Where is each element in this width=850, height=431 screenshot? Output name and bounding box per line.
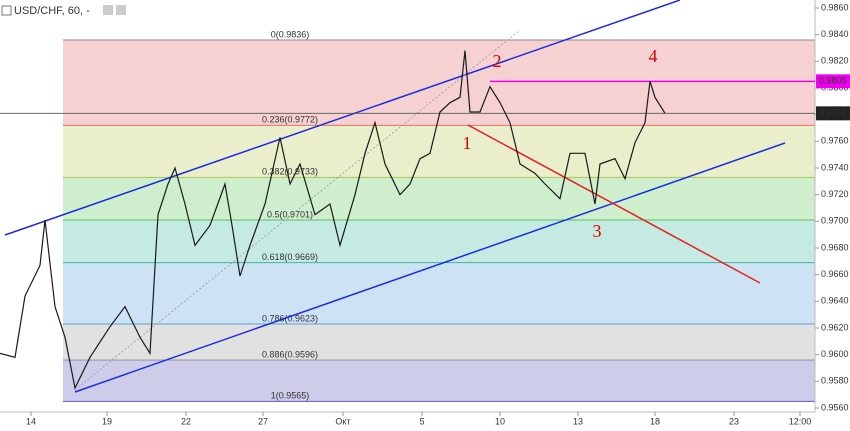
x-tick-label: Окт bbox=[335, 416, 350, 426]
x-tick-label: 12:00 bbox=[789, 416, 812, 426]
y-tick-label: 0.9860 bbox=[821, 2, 849, 12]
x-tick-label: 19 bbox=[102, 416, 112, 426]
x-tick-label: 23 bbox=[729, 416, 739, 426]
y-tick-label: 0.9760 bbox=[821, 136, 849, 146]
y-tick-label: 0.9820 bbox=[821, 56, 849, 66]
last-price-box bbox=[816, 106, 850, 121]
fib-label: 0.5(0.9701) bbox=[267, 209, 313, 219]
fib-label: 0.382(0.9733) bbox=[262, 167, 318, 177]
fib-label: 0.618(0.9669) bbox=[262, 252, 318, 262]
settings-icon[interactable] bbox=[103, 5, 113, 15]
y-tick-label: 0.9660 bbox=[821, 269, 849, 279]
y-tick-label: 0.9620 bbox=[821, 322, 849, 332]
y-tick-label: 0.9840 bbox=[821, 29, 849, 39]
trend-dotted bbox=[74, 29, 521, 391]
fib-band bbox=[63, 324, 815, 360]
fib-band bbox=[63, 262, 815, 324]
y-tick-label: 0.9700 bbox=[821, 216, 849, 226]
y-tick-label: 0.9740 bbox=[821, 162, 849, 172]
annotation: 4 bbox=[649, 46, 658, 66]
channel-upper bbox=[4, 0, 681, 236]
fib-label: 0(0.9836) bbox=[271, 29, 310, 39]
y-tick-label: 0.9680 bbox=[821, 242, 849, 252]
x-tick-label: 5 bbox=[419, 416, 424, 426]
x-tick-label: 22 bbox=[181, 416, 191, 426]
fib-label: 0.236(0.9772) bbox=[262, 115, 318, 125]
annotation: 1 bbox=[463, 133, 472, 153]
x-tick-label: 18 bbox=[650, 416, 660, 426]
y-tick-label: 0.9720 bbox=[821, 189, 849, 199]
annotation: 3 bbox=[593, 221, 602, 241]
last-price-label: 0.9781 bbox=[819, 108, 847, 118]
close-icon[interactable] bbox=[116, 5, 126, 15]
marker-price-box bbox=[816, 74, 850, 89]
annotation: 2 bbox=[493, 51, 502, 71]
x-tick-label: 27 bbox=[258, 416, 268, 426]
channel-lower bbox=[74, 142, 786, 393]
y-tick-label: 0.9580 bbox=[821, 376, 849, 386]
fib-bands: 0(0.9836) 0.236(0.9772) 0.382(0.9733) 0.5(0… bbox=[63, 29, 815, 402]
collapse-icon[interactable] bbox=[1, 5, 12, 16]
y-tick-label: 0.9640 bbox=[821, 296, 849, 306]
chart-title: USD/CHF, 60, - bbox=[14, 5, 90, 17]
fib-band bbox=[63, 125, 815, 178]
price-line bbox=[0, 50, 666, 390]
y-tick-label: 0.9600 bbox=[821, 349, 849, 359]
fib-label: 0.886(0.9596) bbox=[262, 349, 318, 359]
fib-label: 1(0.9565) bbox=[271, 391, 310, 401]
fib-band bbox=[63, 177, 815, 220]
x-tick-label: 14 bbox=[26, 416, 36, 426]
y-tick-label: 0.9560 bbox=[821, 402, 849, 412]
marker-price-label: 0.9805 bbox=[819, 76, 847, 86]
fib-band bbox=[63, 40, 815, 126]
x-tick-label: 13 bbox=[573, 416, 583, 426]
fib-band bbox=[63, 220, 815, 263]
fib-label: 0.786(0.9623) bbox=[262, 313, 318, 323]
x-tick-label: 10 bbox=[495, 416, 505, 426]
fib-band bbox=[63, 360, 815, 402]
